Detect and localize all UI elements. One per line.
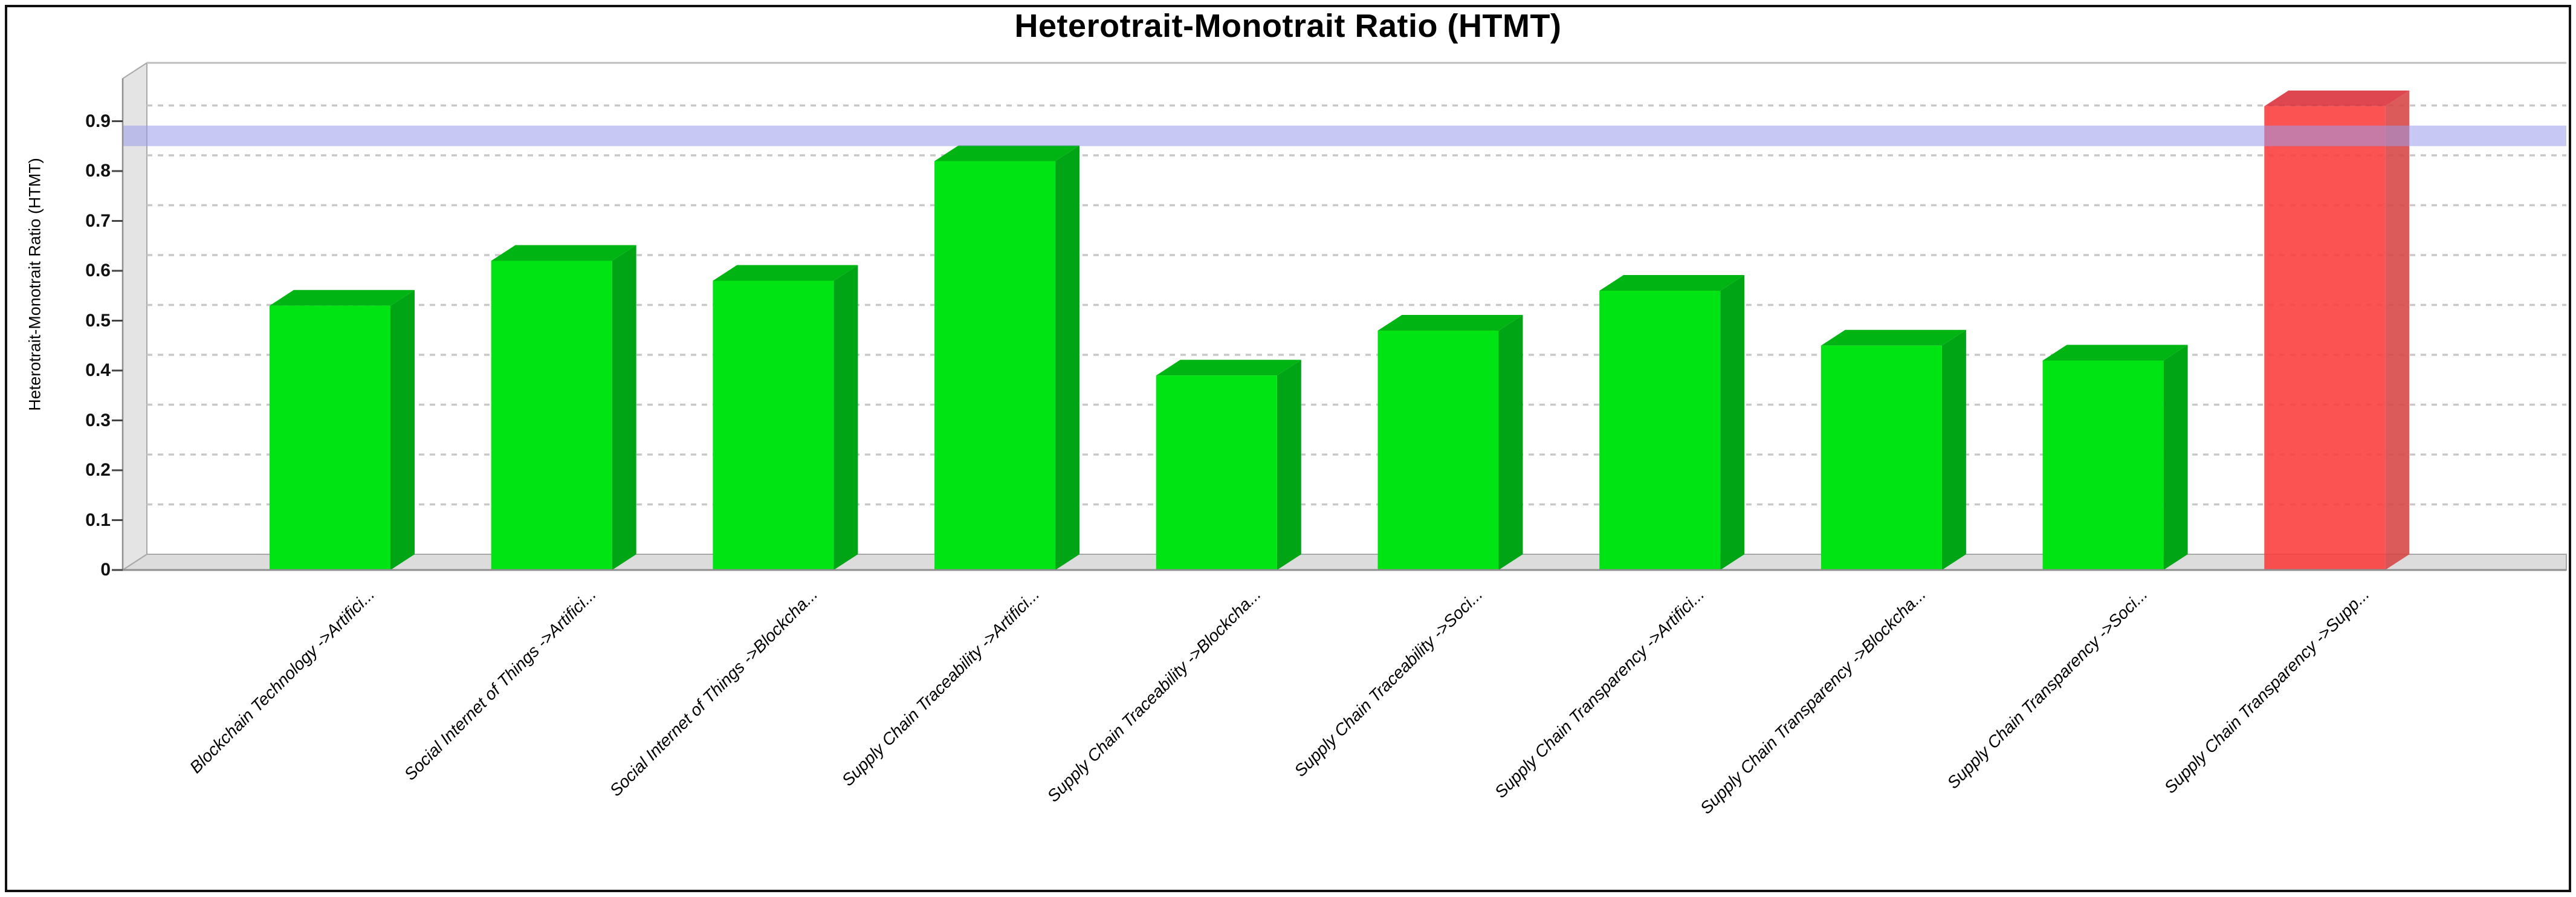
bar-top-5: [1156, 360, 1301, 376]
bar-side-4: [1055, 145, 1080, 570]
bar-side-2: [612, 245, 636, 570]
bar-front-1: [270, 305, 390, 570]
y-tick-label-0.9: 0.9: [85, 111, 111, 131]
bar-top-10: [2264, 90, 2410, 106]
bar-top-7: [1599, 275, 1745, 291]
bar-front-9: [2042, 360, 2164, 570]
bar-top-1: [270, 290, 415, 306]
bar-front-2: [491, 261, 612, 570]
bar-front-5: [1156, 375, 1277, 570]
threshold-band: [123, 125, 2566, 146]
bar-front-4: [934, 161, 1056, 570]
bar-side-8: [1941, 329, 1966, 570]
bar-side-3: [833, 265, 858, 570]
bar-side-5: [1277, 360, 1301, 570]
bar-top-2: [491, 245, 636, 261]
bar-front-6: [1377, 331, 1499, 570]
y-tick-label-0.2: 0.2: [85, 460, 111, 480]
y-tick-label-0.1: 0.1: [85, 510, 111, 530]
y-tick-label-0.7: 0.7: [85, 210, 111, 231]
bar-front-10: [2264, 106, 2386, 570]
bar-top-8: [1820, 329, 1966, 346]
y-tick-label-0: 0: [100, 560, 111, 580]
bar-top-3: [713, 265, 858, 281]
bar-side-7: [1720, 275, 1745, 570]
y-tick-label-0.8: 0.8: [85, 161, 111, 181]
bar-side-9: [2163, 345, 2188, 570]
bar-side-6: [1498, 315, 1523, 570]
bar-side-1: [390, 290, 415, 570]
bar-front-8: [1820, 345, 1942, 570]
y-tick-label-0.3: 0.3: [85, 410, 111, 430]
bar-top-9: [2042, 345, 2188, 361]
y-tick-label-0.5: 0.5: [85, 310, 111, 331]
bar-side-10: [2385, 90, 2410, 570]
y-tick-label-0.4: 0.4: [85, 360, 111, 380]
bar-front-3: [713, 280, 834, 570]
y-tick-label-0.6: 0.6: [85, 261, 111, 280]
bar-top-6: [1377, 315, 1523, 331]
bar-front-7: [1599, 291, 1721, 570]
chart-title: Heterotrait-Monotrait Ratio (HTMT): [1014, 8, 1562, 44]
floor: [120, 554, 2567, 571]
bar-top-4: [934, 145, 1080, 161]
